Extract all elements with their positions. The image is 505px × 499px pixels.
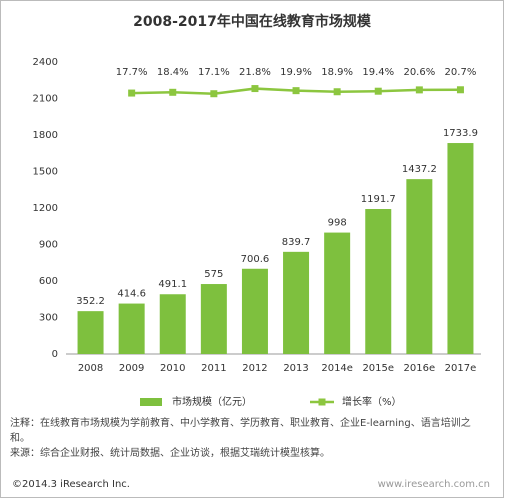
y-tick-label: 1800 <box>33 130 58 141</box>
bar <box>118 303 145 354</box>
y-tick-label: 900 <box>39 240 58 251</box>
x-tick-label: 2016e <box>404 363 436 374</box>
y-tick-label: 1500 <box>33 167 58 178</box>
y-tick-label: 0 <box>52 349 58 360</box>
x-tick-label: 2010 <box>160 363 185 374</box>
x-tick-label: 2014e <box>321 363 353 374</box>
watermark: www.iresearch.com.cn <box>378 479 490 490</box>
bar <box>241 268 268 354</box>
line-marker <box>169 88 177 96</box>
legend-swatch <box>140 398 162 406</box>
x-tick-label: 2011 <box>201 363 226 374</box>
value-label: 998 <box>328 218 347 229</box>
y-tick-label: 2100 <box>33 94 58 105</box>
bar <box>447 143 474 354</box>
bar <box>77 311 104 354</box>
line-marker <box>456 86 464 94</box>
x-tick-label: 2009 <box>119 363 144 374</box>
bar <box>283 251 310 354</box>
value-label: 17.7% <box>116 67 148 78</box>
x-tick-label: 2017e <box>445 363 477 374</box>
value-label: 19.4% <box>362 67 394 78</box>
chart-title: 2008-2017年中国在线教育市场规模 <box>133 13 372 30</box>
value-label: 1733.9 <box>443 128 478 139</box>
line-marker <box>374 87 382 95</box>
legend-label: 增长率（%） <box>342 395 402 408</box>
line-marker <box>210 90 218 98</box>
x-tick-label: 2015e <box>362 363 394 374</box>
value-label: 17.1% <box>198 67 230 78</box>
bar <box>324 232 351 354</box>
line-marker <box>292 87 300 95</box>
y-tick-label: 600 <box>39 276 58 287</box>
bar <box>200 284 227 354</box>
value-label: 19.9% <box>280 67 312 78</box>
x-tick-label: 2013 <box>283 363 308 374</box>
bar <box>365 209 392 354</box>
value-label: 21.8% <box>239 67 271 78</box>
x-tick-label: 2008 <box>78 363 103 374</box>
value-label: 18.9% <box>321 67 353 78</box>
value-label: 20.6% <box>403 67 435 78</box>
y-tick-label: 300 <box>39 313 58 324</box>
value-label: 18.4% <box>157 67 189 78</box>
y-tick-label: 1200 <box>33 203 58 214</box>
note: 注释：在线教育市场规模为学前教育、中小学教育、学历教育、职业教育、企业E-lea… <box>10 418 471 444</box>
value-label: 491.1 <box>158 279 187 290</box>
value-label: 575 <box>204 269 223 280</box>
legend-label: 市场规模（亿元） <box>172 395 252 408</box>
line-marker <box>415 86 423 94</box>
bar <box>406 179 433 354</box>
line-marker <box>333 88 341 96</box>
bar <box>159 294 186 354</box>
note: 来源：综合企业财报、统计局数据、企业访谈，根据艾瑞统计模型核算。 <box>10 448 330 459</box>
y-tick-label: 2400 <box>33 57 58 68</box>
value-label: 1191.7 <box>361 194 396 205</box>
value-label: 839.7 <box>282 237 311 248</box>
value-label: 352.2 <box>76 296 105 307</box>
line-marker <box>128 89 136 97</box>
value-label: 414.6 <box>117 289 146 300</box>
x-tick-label: 2012 <box>242 363 267 374</box>
value-label: 20.7% <box>445 67 477 78</box>
value-label: 700.6 <box>241 254 270 265</box>
value-label: 1437.2 <box>402 164 437 175</box>
line-marker <box>251 85 259 93</box>
legend-swatch <box>318 398 326 406</box>
copyright: ©2014.3 iResearch Inc. <box>12 479 130 490</box>
